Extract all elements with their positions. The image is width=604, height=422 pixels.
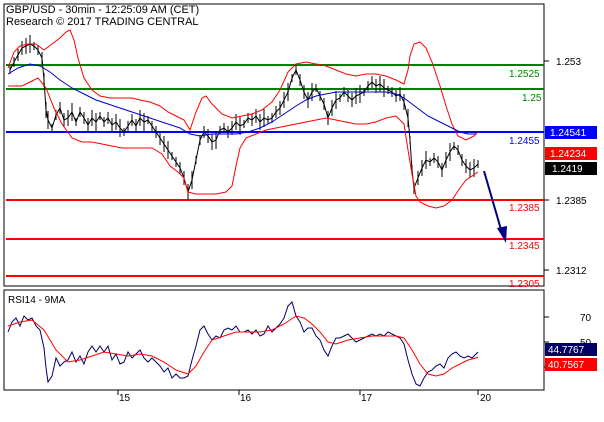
bollinger-lower (8, 77, 479, 209)
y-tick-label-3: 1.2312 (556, 266, 587, 277)
bollinger-price-label: 1.24234 (550, 149, 587, 160)
chart-title: GBP/USD - 30min - 12:25:09 AM (CET) (6, 4, 199, 16)
x-tick-label-16: 16 (240, 393, 252, 404)
current-price-box (545, 162, 597, 175)
pivot-price-label: 1.24541 (550, 128, 587, 139)
y-tick-label-2: 1.2385 (556, 196, 587, 207)
pivot-price-box (545, 126, 597, 139)
rsi-pane-frame (3, 289, 545, 391)
level-label-s2: 1.2345 (509, 241, 540, 252)
rsi-ma-value-box (545, 358, 597, 371)
current-price-label: 1.2419 (552, 164, 583, 175)
rsi-title: RSI14 - 9MA (8, 295, 66, 306)
rsi-ma-value-label: 40.7567 (548, 360, 585, 371)
rsi-y-tick-70: 70 (580, 313, 592, 324)
forecast-arrow-line (483, 170, 503, 234)
x-tick-label-20: 20 (480, 393, 492, 404)
rsi-value-box (545, 343, 597, 356)
moving-average (7, 63, 476, 137)
x-tick-label-15: 15 (119, 393, 131, 404)
x-tick-label-17: 17 (361, 393, 373, 404)
copyright-text: Research © 2017 TRADING CENTRAL (6, 16, 199, 28)
level-label-r2: 1.2525 (509, 69, 540, 80)
main-pane-frame (3, 3, 545, 287)
forecast-arrowhead (497, 226, 507, 243)
level-label-r1: 1.25 (522, 93, 542, 104)
rsi-ma-line (7, 315, 479, 377)
price-line (9, 43, 479, 194)
bollinger-upper (7, 29, 479, 141)
rsi-value-label: 44.7767 (548, 345, 585, 356)
level-label-s1: 1.2385 (509, 203, 540, 214)
y-tick-label-1: 1.253 (556, 57, 581, 68)
level-label-s3: 1.2305 (509, 279, 540, 290)
bollinger-price-box (545, 147, 597, 160)
level-label-pivot: 1.2455 (509, 136, 540, 147)
